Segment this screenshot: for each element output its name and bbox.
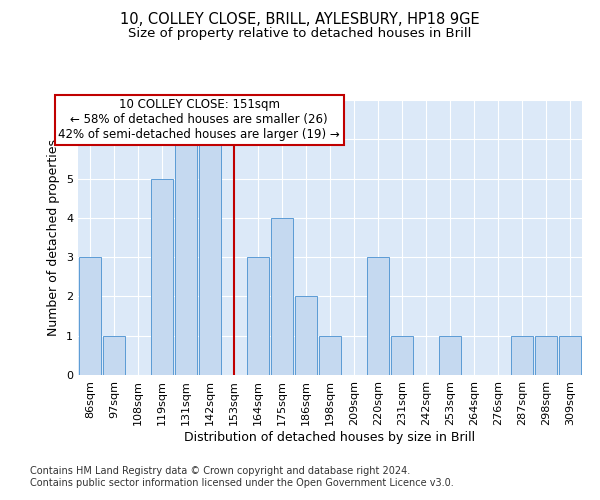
Bar	[271, 218, 293, 375]
Bar	[367, 257, 389, 375]
Bar	[319, 336, 341, 375]
Text: 10 COLLEY CLOSE: 151sqm
← 58% of detached houses are smaller (26)
42% of semi-de: 10 COLLEY CLOSE: 151sqm ← 58% of detache…	[58, 98, 340, 141]
Bar	[79, 257, 101, 375]
Bar	[247, 257, 269, 375]
Bar	[511, 336, 533, 375]
Bar	[151, 178, 173, 375]
X-axis label: Distribution of detached houses by size in Brill: Distribution of detached houses by size …	[184, 430, 476, 444]
Bar	[199, 140, 221, 375]
Bar	[439, 336, 461, 375]
Text: 10, COLLEY CLOSE, BRILL, AYLESBURY, HP18 9GE: 10, COLLEY CLOSE, BRILL, AYLESBURY, HP18…	[120, 12, 480, 28]
Bar	[535, 336, 557, 375]
Bar	[175, 140, 197, 375]
Bar	[391, 336, 413, 375]
Bar	[103, 336, 125, 375]
Text: Size of property relative to detached houses in Brill: Size of property relative to detached ho…	[128, 28, 472, 40]
Bar	[559, 336, 581, 375]
Y-axis label: Number of detached properties: Number of detached properties	[47, 139, 61, 336]
Text: Contains HM Land Registry data © Crown copyright and database right 2024.
Contai: Contains HM Land Registry data © Crown c…	[30, 466, 454, 487]
Bar	[295, 296, 317, 375]
